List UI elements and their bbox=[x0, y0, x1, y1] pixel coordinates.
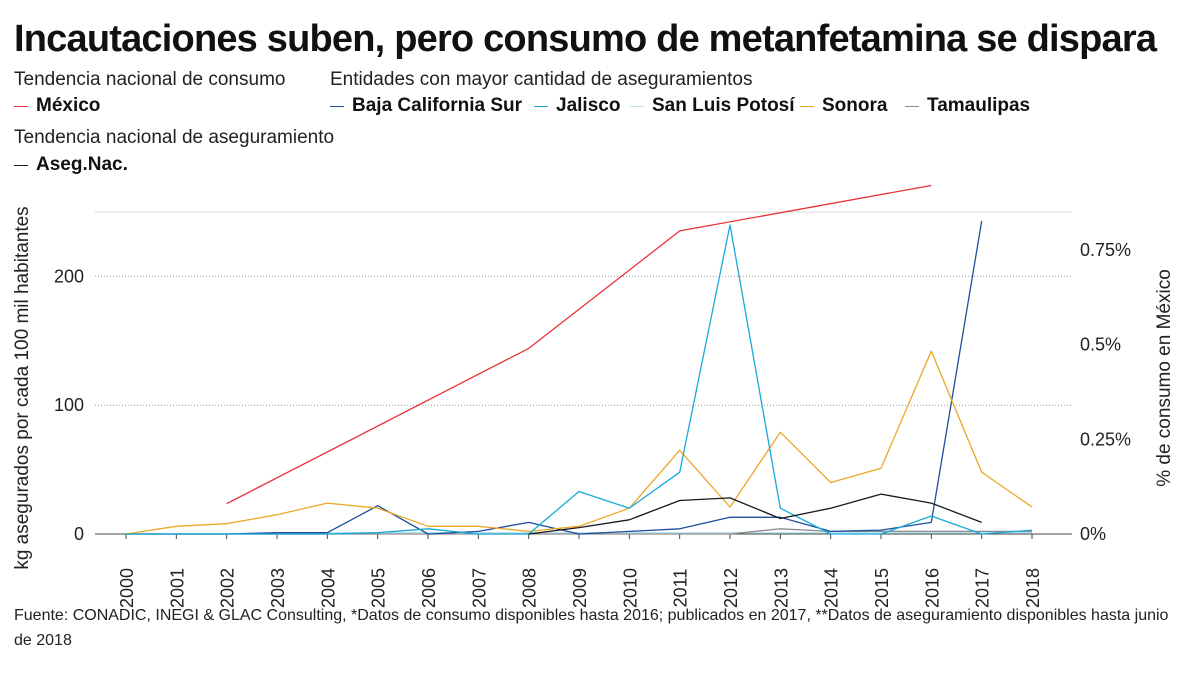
x-tick-label-2005: 2005 bbox=[369, 568, 389, 608]
x-tick-label-2004: 2004 bbox=[318, 568, 338, 608]
legend-header-entidades: Entidades con mayor cantidad de aseguram… bbox=[330, 69, 753, 90]
x-tick-label-2015: 2015 bbox=[872, 568, 892, 608]
series-line-sonora bbox=[125, 350, 1033, 535]
legend-item-mexico: México bbox=[14, 95, 100, 117]
x-tick-label-2003: 2003 bbox=[268, 568, 288, 608]
legend-label-aseg-nac: Aseg.Nac. bbox=[36, 154, 128, 175]
chart-title: Incautaciones suben, pero consumo de met… bbox=[14, 18, 1157, 60]
legend-header-aseguramiento: Tendencia nacional de aseguramiento bbox=[14, 127, 335, 148]
legend-item-tamaulipas: Tamaulipas bbox=[905, 95, 1030, 117]
series-line-baja-california-sur bbox=[126, 220, 983, 535]
y-axis-title: kg asegurados por cada 100 mil habitante… bbox=[12, 206, 33, 569]
x-tick-label-2001: 2001 bbox=[167, 568, 187, 608]
legend-label-mexico: México bbox=[36, 95, 101, 116]
y2-tick-label-025: 0.25% bbox=[1080, 429, 1131, 449]
x-tick-label-2010: 2010 bbox=[620, 568, 640, 608]
y2-tick-label-05: 0.5% bbox=[1080, 335, 1121, 355]
legend-swatch-aseg-nac bbox=[14, 164, 28, 166]
series-line-jalisco bbox=[126, 224, 1033, 535]
legend-swatch-jalisco bbox=[534, 105, 548, 107]
legend-item-aseg-nac: Aseg.Nac. bbox=[14, 154, 128, 176]
legend-item-san-luis-potosi: San Luis Potosí bbox=[630, 95, 795, 117]
series-line-aseg-nac bbox=[528, 493, 982, 535]
legend-swatch-sonora bbox=[800, 105, 814, 107]
x-tick-label-2002: 2002 bbox=[218, 568, 238, 608]
source-note: Fuente: CONADIC, INEGI & GLAC Consulting… bbox=[14, 607, 1169, 649]
y2-axis-title: % de consumo en México bbox=[1154, 269, 1175, 487]
legend-swatch-baja-california-sur bbox=[330, 105, 344, 107]
x-tick-label-2007: 2007 bbox=[469, 568, 489, 608]
legend-swatch-tamaulipas bbox=[905, 105, 919, 107]
x-tick-label-2000: 2000 bbox=[117, 568, 137, 608]
legend-item-jalisco: Jalisco bbox=[534, 95, 620, 117]
y-tick-label-200: 200 bbox=[54, 266, 84, 286]
x-tick-label-2018: 2018 bbox=[1023, 568, 1043, 608]
legend-label-sonora: Sonora bbox=[822, 95, 888, 116]
legend-label-tamaulipas: Tamaulipas bbox=[927, 95, 1031, 116]
x-tick-label-2012: 2012 bbox=[721, 568, 741, 608]
y2-tick-label-075: 0.75% bbox=[1080, 240, 1131, 260]
legend-label-san-luis-potosi: San Luis Potosí bbox=[652, 95, 795, 116]
legend-header-consumo: Tendencia nacional de consumo bbox=[14, 69, 286, 90]
legend-label-baja-california-sur: Baja California Sur bbox=[352, 95, 522, 116]
legend-swatch-san-luis-potosi bbox=[630, 105, 644, 107]
y-tick-label-100: 100 bbox=[54, 395, 84, 415]
y-tick-label-0: 0 bbox=[74, 524, 84, 544]
x-tick-label-2013: 2013 bbox=[771, 568, 791, 608]
x-tick-label-2008: 2008 bbox=[520, 568, 540, 608]
x-tick-label-2017: 2017 bbox=[973, 568, 993, 608]
legend-label-jalisco: Jalisco bbox=[556, 95, 621, 116]
x-tick-label-2014: 2014 bbox=[822, 568, 842, 608]
x-tick-label-2006: 2006 bbox=[419, 568, 439, 608]
legend-swatch-mexico bbox=[14, 105, 28, 107]
x-tick-label-2016: 2016 bbox=[922, 568, 942, 608]
legend-item-sonora: Sonora bbox=[800, 95, 887, 117]
legend-item-baja-california-sur: Baja California Sur bbox=[330, 95, 522, 117]
x-tick-label-2009: 2009 bbox=[570, 568, 590, 608]
series-line-mexico bbox=[226, 184, 932, 505]
y2-tick-label-0: 0% bbox=[1080, 524, 1106, 544]
x-tick-label-2011: 2011 bbox=[671, 569, 691, 608]
